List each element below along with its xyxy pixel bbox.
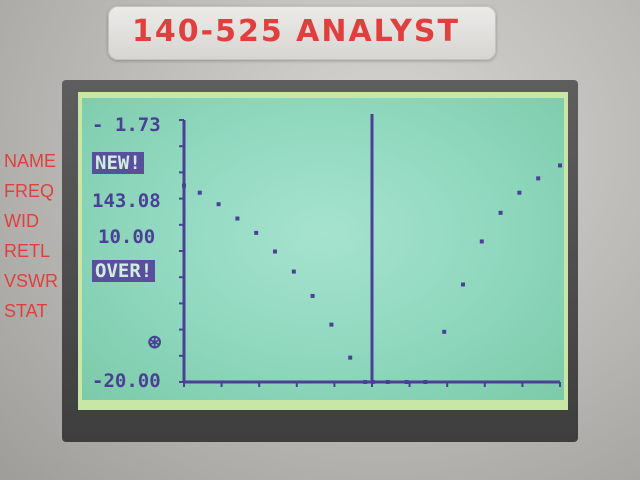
sweep-plot (179, 114, 562, 387)
sweep-point (254, 230, 259, 235)
menu-freq[interactable]: FREQ (4, 181, 55, 201)
sweep-point (329, 322, 334, 327)
sweep-point (370, 380, 375, 384)
menu-stat[interactable]: STAT (4, 301, 48, 321)
menu-name[interactable]: NAME (4, 151, 57, 171)
bottom-value: -20.00 (92, 370, 161, 392)
sweep-point (182, 183, 186, 188)
sweep-point (442, 329, 447, 334)
sweep-point (558, 163, 562, 168)
sweep-point (310, 293, 315, 298)
sweep-point (235, 216, 240, 221)
menu-wid[interactable]: WID (4, 211, 39, 231)
side-menu: NAME FREQ WID RETL VSWR STAT (4, 146, 62, 326)
menu-retl[interactable]: RETL (4, 241, 51, 261)
sweep-point (404, 380, 409, 384)
device-title: 140-525 ANALYST (132, 14, 460, 49)
retl-value: OVER! (92, 260, 156, 282)
sweep-point (479, 239, 484, 244)
name-value: NEW! (92, 152, 144, 174)
stat-icon: ⊛ (148, 330, 162, 355)
freq-value: 143.08 (92, 190, 161, 212)
menu-vswr[interactable]: VSWR (4, 271, 58, 291)
top-value: - 1.73 (92, 114, 161, 136)
sweep-point (348, 355, 353, 360)
sweep-point (517, 190, 522, 195)
name-value-text: NEW! (92, 152, 144, 174)
wid-value: 10.00 (98, 226, 156, 248)
sweep-point (272, 249, 277, 254)
sweep-point (385, 380, 390, 384)
sweep-point (460, 282, 465, 287)
sweep-point (498, 210, 503, 215)
sweep-point (291, 269, 296, 274)
lcd-screen: - 1.73 NEW! 143.08 10.00 OVER! ⊛ -20.00 (78, 92, 568, 410)
sweep-point (423, 380, 428, 384)
sweep-point (363, 380, 368, 384)
title-plate (108, 6, 496, 60)
sweep-point (197, 190, 202, 195)
sweep-point (536, 176, 541, 181)
retl-value-text: OVER! (92, 260, 156, 282)
sweep-point (216, 202, 221, 207)
